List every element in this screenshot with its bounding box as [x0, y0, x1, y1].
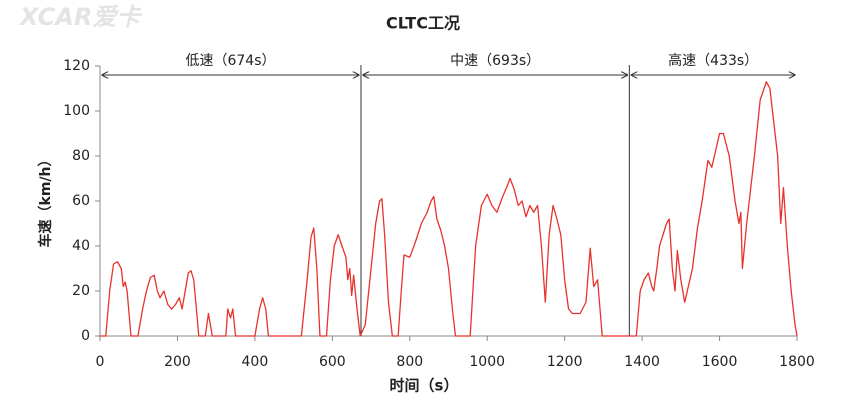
x-tick-label: 200: [164, 354, 191, 370]
speed-line: [100, 81, 798, 337]
phase-label: 低速（674s）: [185, 53, 275, 69]
watermark: XCAR爱卡: [18, 3, 143, 31]
x-tick-label: 1800: [779, 354, 815, 370]
y-tick-label: 20: [72, 283, 90, 299]
x-tick-label: 1000: [469, 354, 505, 370]
y-axis-title: 车速（km/h）: [37, 153, 54, 248]
y-tick-label: 100: [63, 103, 90, 119]
x-tick-label: 1200: [547, 354, 583, 370]
phase-label: 中速（693s）: [450, 53, 540, 69]
x-axis-title: 时间（s）: [390, 377, 459, 395]
y-tick-label: 60: [72, 193, 90, 209]
x-tick-label: 400: [242, 354, 269, 370]
x-tick-label: 600: [319, 354, 346, 370]
y-tick-label: 40: [72, 238, 90, 254]
x-tick-label: 1600: [702, 354, 738, 370]
x-tick-label: 800: [396, 354, 423, 370]
y-tick-label: 120: [63, 58, 90, 74]
x-tick-label: 0: [96, 354, 105, 370]
y-tick-label: 80: [72, 148, 90, 164]
x-tick-label: 1400: [624, 354, 660, 370]
y-tick-label: 0: [81, 328, 90, 344]
chart-title: CLTC工况: [386, 14, 460, 33]
phase-label: 高速（433s）: [668, 52, 758, 69]
